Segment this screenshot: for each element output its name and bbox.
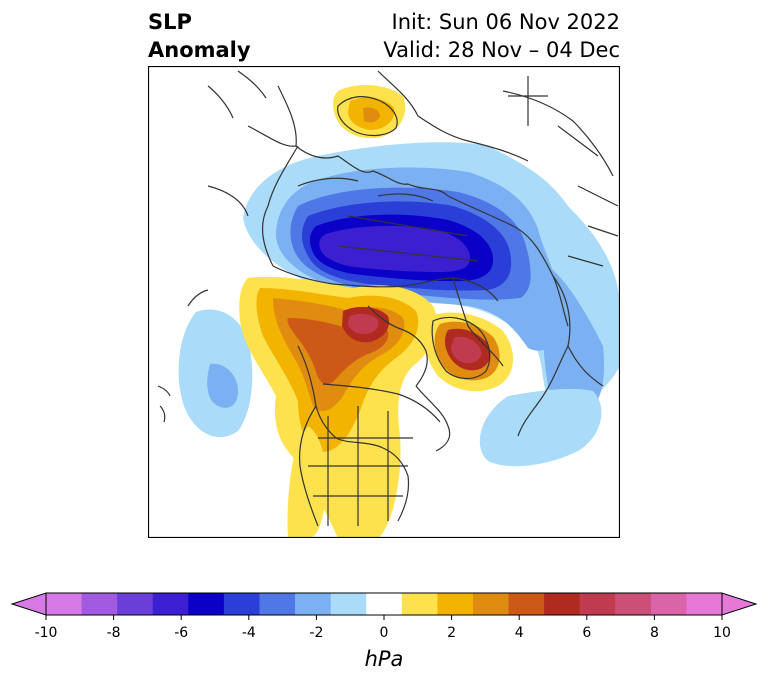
colorbar-unit-label: hPa [365, 647, 404, 671]
colorbar-segment [579, 593, 616, 615]
colorbar-segment [46, 593, 82, 615]
colorbar-tick-label: -2 [309, 625, 323, 641]
colorbar-segment [330, 593, 367, 615]
colorbar-segment [366, 593, 403, 615]
title-anomaly: Anomaly [148, 38, 251, 62]
colorbar-tick-label: 6 [582, 625, 591, 641]
colorbar-segment [615, 593, 652, 615]
colorbar-segment [152, 593, 189, 615]
colorbar-ticks: -10 -8 -6 -4 -2 0 2 4 6 8 10 [35, 615, 731, 641]
colorbar-tick-label: 2 [447, 625, 456, 641]
chart-title-right: Init: Sun 06 Nov 2022 Valid: 28 Nov – 04… [383, 8, 620, 64]
colorbar: -10 -8 -6 -4 -2 0 2 4 6 8 10 hPa [10, 592, 758, 671]
title-slp: SLP [148, 10, 192, 34]
negative-anomaly-shading [178, 142, 620, 467]
colorbar-tick-label: -10 [35, 625, 58, 641]
colorbar-segment [259, 593, 296, 615]
colorbar-segment [650, 593, 687, 615]
valid-range: Valid: 28 Nov – 04 Dec [383, 38, 620, 62]
coastlines [157, 70, 619, 527]
colorbar-tick-label: 8 [650, 625, 659, 641]
colorbar-segment [401, 593, 438, 615]
init-date: Init: Sun 06 Nov 2022 [391, 10, 620, 34]
colorbar-over-arrow [721, 592, 758, 616]
colorbar-segment [295, 593, 332, 615]
colorbar-under-arrow [10, 592, 47, 616]
colorbar-tick-label: -4 [242, 625, 256, 641]
colorbar-tick-label: 4 [515, 625, 524, 641]
colorbar-segment [223, 593, 260, 615]
colorbar-segment [472, 593, 509, 615]
colorbar-tick-label: -8 [107, 625, 121, 641]
anomaly-map [148, 66, 620, 538]
map-frame [148, 66, 620, 538]
colorbar-segment [508, 593, 545, 615]
colorbar-segment [437, 593, 474, 615]
colorbar-segment [686, 593, 723, 615]
colorbar-segments [10, 592, 758, 616]
colorbar-segment [188, 593, 225, 615]
chart-title-left: SLP Anomaly [148, 8, 251, 64]
colorbar-segment [81, 593, 118, 615]
colorbar-tick-label: -6 [174, 625, 188, 641]
colorbar-segment [544, 593, 581, 615]
colorbar-segment [117, 593, 154, 615]
colorbar-tick-label: 10 [713, 625, 731, 641]
colorbar-tick-label: 0 [380, 625, 389, 641]
